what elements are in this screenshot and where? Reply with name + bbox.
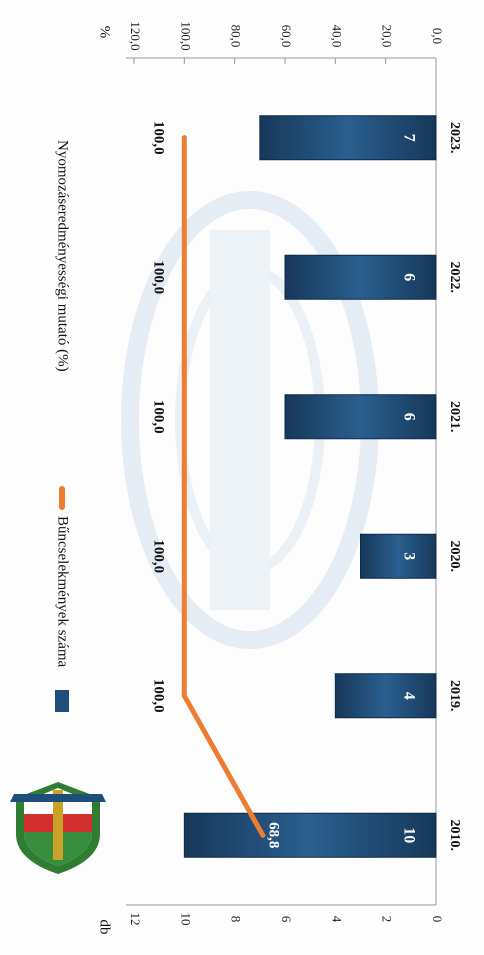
bar-data-label: 10: [400, 827, 417, 843]
left-axis-tick-label: 8: [229, 916, 244, 923]
bar: [183, 812, 437, 858]
bar: [360, 533, 437, 579]
line-point: [181, 274, 187, 280]
bar: [259, 115, 437, 161]
plot-area: 10 4 3 6 6 7 68,8 100,0 100,0 100,0 100,0 100,0: [126, 57, 437, 906]
legend: Bűncselekmények száma Nyomozáseredményess…: [55, 140, 71, 712]
right-axis-tick-label: 60,0: [279, 25, 294, 48]
left-axis-tick-label: 12: [128, 913, 143, 926]
right-axis-tick-label: 120,0: [128, 21, 143, 50]
line-point: [181, 693, 187, 699]
category-label: 2019.: [447, 680, 462, 712]
line-data-label: 100,0: [151, 260, 167, 294]
line-data-label: 68,8: [265, 822, 281, 848]
bar: [334, 673, 437, 719]
left-axis-tick-label: 6: [279, 916, 294, 923]
line-series: [181, 135, 266, 838]
bar-data-label: 6: [400, 413, 417, 421]
legend-label-bars: Bűncselekmények száma: [55, 516, 71, 668]
line-point: [260, 832, 266, 838]
left-axis-unit: db: [97, 920, 113, 935]
left-axis-tick-label: 0: [430, 916, 445, 923]
right-axis-unit: %: [97, 26, 113, 39]
left-axis-tick-label: 2: [380, 916, 395, 923]
left-axis-tick-label: 4: [329, 916, 344, 923]
bar: [284, 394, 437, 440]
legend-swatch-bars: [55, 690, 69, 712]
legend-label-line: Nyomozáseredményességi mutató (%): [55, 140, 71, 372]
bar-data-label: 6: [400, 273, 417, 281]
legend-swatch-line: [59, 486, 65, 510]
category-label: 2022.: [447, 262, 462, 294]
bar-data-label: 3: [400, 552, 417, 560]
category-label: 2021.: [447, 401, 462, 433]
right-axis-tick-label: 20,0: [380, 25, 395, 48]
right-axis: 0,0 20,0 40,0 60,0 80,0 100,0 120,0%: [97, 21, 445, 64]
line-point: [181, 553, 187, 559]
category-label: 2010.: [447, 820, 462, 852]
right-axis-tick-label: 0,0: [430, 28, 445, 44]
line-data-label: 100,0: [151, 400, 167, 434]
right-axis-tick-label: 100,0: [178, 21, 193, 50]
line-data-label: 100,0: [151, 539, 167, 573]
right-axis-tick-label: 80,0: [229, 25, 244, 48]
line-point: [181, 135, 187, 141]
left-axis: 0 2 4 6 8 10 12 db: [97, 913, 445, 935]
line-data-label: 100,0: [151, 121, 167, 155]
bar-data-label: 7: [400, 134, 417, 142]
bar-data-label: 4: [400, 692, 417, 700]
category-label: 2020.: [447, 541, 462, 573]
line-data-label: 100,0: [151, 679, 167, 713]
line-point: [181, 414, 187, 420]
bar: [284, 254, 437, 300]
right-axis-tick-label: 40,0: [329, 25, 344, 48]
police-crest-icon: [10, 782, 106, 874]
left-axis-tick-label: 10: [178, 913, 193, 926]
category-axis: 2010. 2019. 2020. 2021. 2022. 2023.: [447, 122, 462, 851]
category-label: 2023.: [447, 122, 462, 154]
